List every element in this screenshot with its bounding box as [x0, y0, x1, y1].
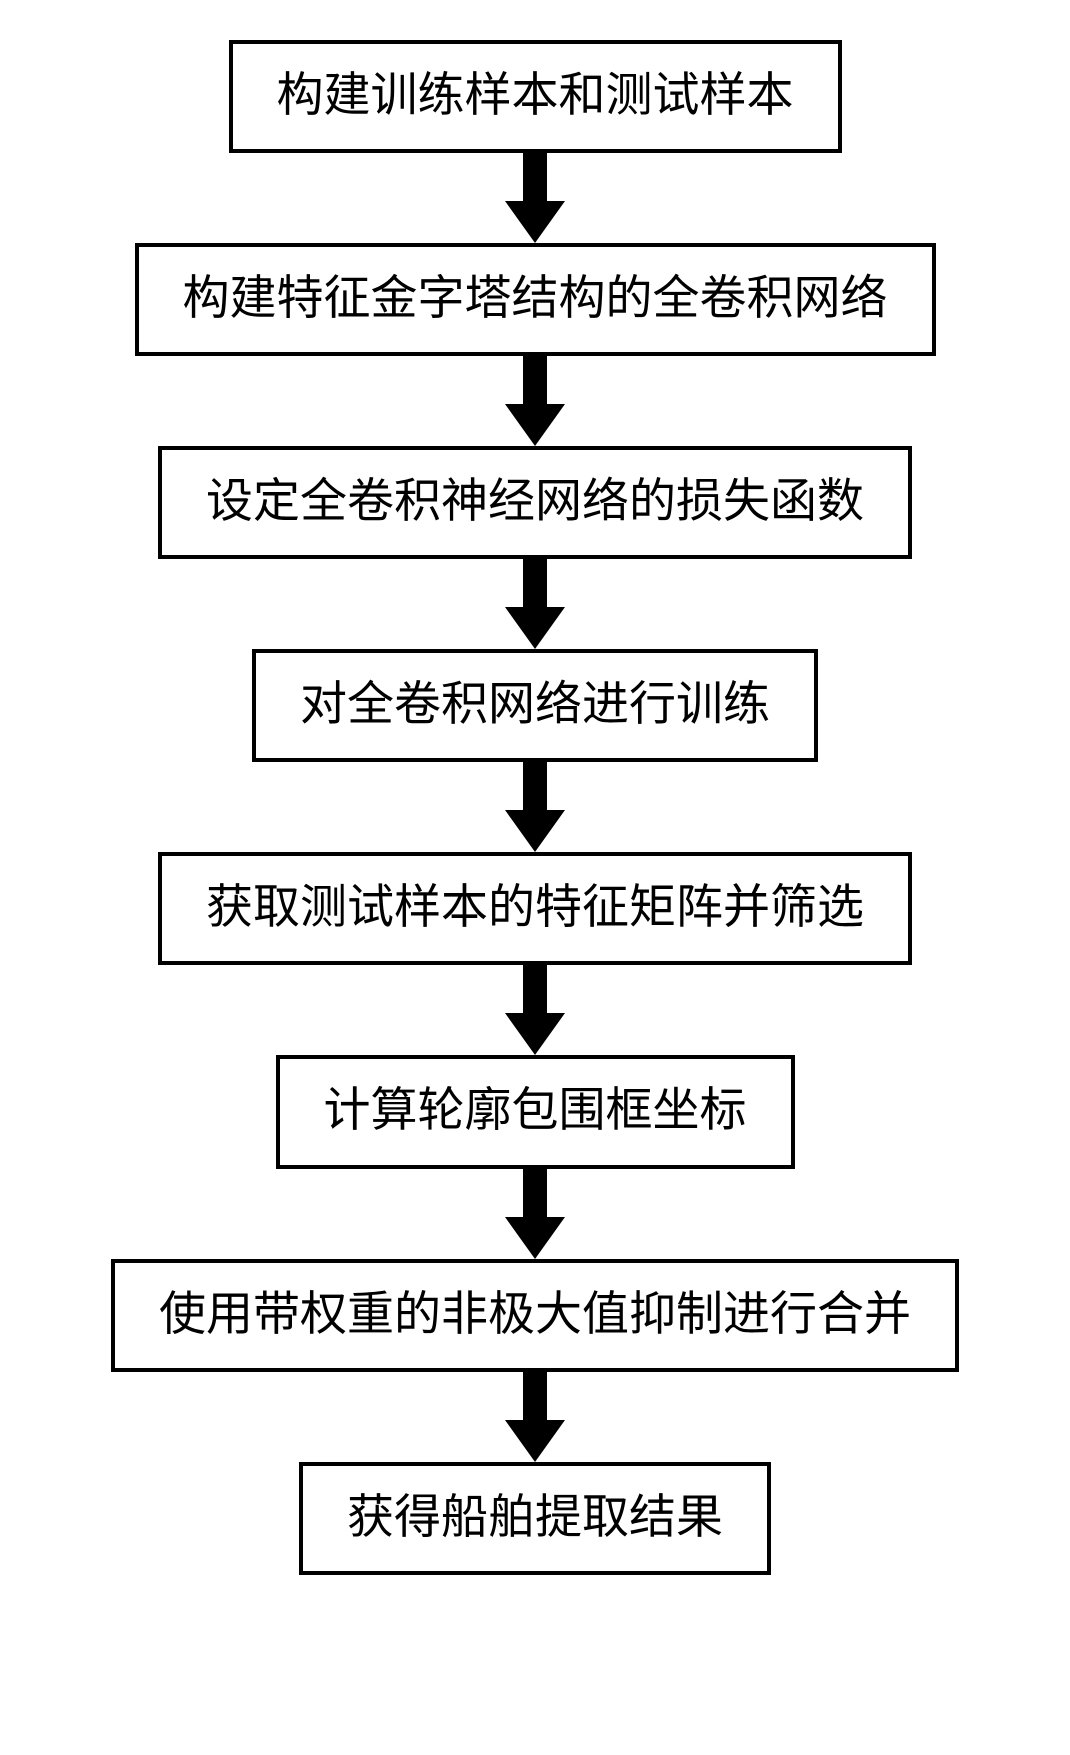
flow-step-5: 获取测试样本的特征矩阵并筛选 — [158, 852, 912, 965]
arrow-down-icon — [495, 762, 575, 852]
flow-step-1-label: 构建训练样本和测试样本 — [277, 66, 794, 127]
flow-step-7: 使用带权重的非极大值抑制进行合并 — [111, 1259, 959, 1372]
flow-step-2: 构建特征金字塔结构的全卷积网络 — [135, 243, 936, 356]
flow-step-2-label: 构建特征金字塔结构的全卷积网络 — [183, 269, 888, 330]
arrow-1 — [35, 153, 1035, 243]
flow-step-6: 计算轮廓包围框坐标 — [276, 1055, 795, 1168]
arrow-2 — [35, 356, 1035, 446]
flow-step-8: 获得船舶提取结果 — [299, 1462, 771, 1575]
arrow-3 — [35, 559, 1035, 649]
flow-step-5-label: 获取测试样本的特征矩阵并筛选 — [206, 878, 864, 939]
arrow-down-icon — [495, 356, 575, 446]
arrow-5 — [35, 965, 1035, 1055]
arrow-7 — [35, 1372, 1035, 1462]
flow-step-3-label: 设定全卷积神经网络的损失函数 — [206, 472, 864, 533]
flow-step-4: 对全卷积网络进行训练 — [252, 649, 818, 762]
arrow-down-icon — [495, 965, 575, 1055]
flow-step-3: 设定全卷积神经网络的损失函数 — [158, 446, 912, 559]
arrow-4 — [35, 762, 1035, 852]
arrow-down-icon — [495, 559, 575, 649]
flow-step-7-label: 使用带权重的非极大值抑制进行合并 — [159, 1285, 911, 1346]
flowchart-container: 构建训练样本和测试样本 构建特征金字塔结构的全卷积网络 设定全卷积神经网络的损失… — [35, 40, 1035, 1575]
flow-step-4-label: 对全卷积网络进行训练 — [300, 675, 770, 736]
flow-step-6-label: 计算轮廓包围框坐标 — [324, 1081, 747, 1142]
arrow-down-icon — [495, 1372, 575, 1462]
arrow-down-icon — [495, 153, 575, 243]
arrow-6 — [35, 1169, 1035, 1259]
flow-step-1: 构建训练样本和测试样本 — [229, 40, 842, 153]
arrow-down-icon — [495, 1169, 575, 1259]
flow-step-8-label: 获得船舶提取结果 — [347, 1488, 723, 1549]
